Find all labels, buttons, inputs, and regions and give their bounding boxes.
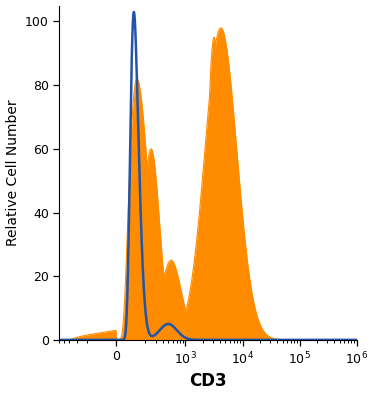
Y-axis label: Relative Cell Number: Relative Cell Number [6,99,19,246]
X-axis label: CD3: CD3 [189,373,227,390]
